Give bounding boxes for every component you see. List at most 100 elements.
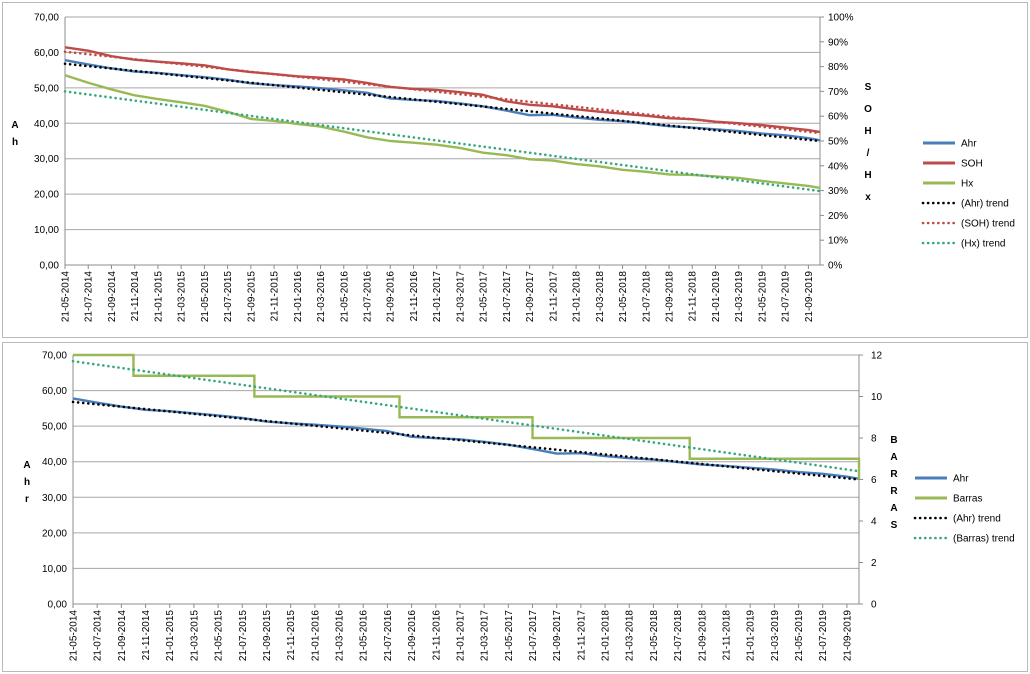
y-axis-title-letter: h — [24, 477, 30, 488]
x-tick-label: 21-03-2018 — [595, 271, 606, 323]
x-tick-label: 21-11-2018 — [721, 610, 732, 661]
legend-entry-label: (Hx) trend — [961, 239, 1005, 250]
y2-tick-label: 10 — [871, 392, 883, 403]
y2-axis-title-letter: / — [867, 148, 870, 159]
x-tick-label: 21-07-2019 — [818, 610, 829, 662]
x-tick-label: 21-05-2018 — [618, 271, 629, 323]
legend-entry-label: (Ahr) trend — [961, 199, 1009, 210]
legend-entry-label: (SOH) trend — [961, 219, 1015, 230]
y-axis-title-letter: A — [23, 460, 30, 471]
x-tick-label: 21-11-2017 — [576, 610, 587, 661]
y2-axis-title-letter: R — [890, 486, 898, 497]
x-tick-label: 21-09-2015 — [246, 271, 257, 323]
x-tick-label: 21-11-2016 — [431, 610, 442, 661]
x-tick-label: 21-03-2016 — [316, 271, 327, 323]
y2-tick-label: 70% — [828, 87, 848, 98]
y2-tick-label: 30% — [828, 186, 848, 197]
y2-tick-label: 8 — [871, 434, 877, 445]
x-tick-label: 21-07-2016 — [383, 610, 394, 662]
y2-axis-title-letter: A — [890, 503, 897, 514]
x-tick-label: 21-11-2014 — [130, 271, 141, 322]
legend-entry-label: Hx — [961, 179, 973, 190]
legend-entry-label: SOH — [961, 159, 983, 170]
x-tick-label: 21-09-2018 — [665, 271, 676, 323]
x-tick-label: 21-05-2017 — [504, 610, 515, 662]
legend-entry-label: (Barras) trend — [953, 534, 1015, 545]
x-tick-label: 21-03-2017 — [455, 271, 466, 323]
x-tick-label: 21-09-2018 — [697, 610, 708, 662]
x-tick-label: 21-07-2018 — [673, 610, 684, 662]
y2-axis-title-letter: R — [890, 469, 898, 480]
y2-axis-title-letter: A — [890, 452, 897, 463]
y2-tick-label: 12 — [871, 351, 883, 362]
x-tick-label: 21-03-2019 — [734, 271, 745, 323]
x-tick-label: 21-09-2014 — [107, 271, 118, 323]
x-tick-label: 21-01-2018 — [572, 271, 583, 323]
x-tick-label: 21-07-2015 — [223, 271, 234, 323]
y2-axis-title-letter: H — [864, 126, 871, 137]
y-tick-label: 50,00 — [42, 422, 67, 433]
x-tick-label: 21-11-2017 — [548, 271, 559, 322]
y-tick-label: 0,00 — [40, 261, 60, 272]
x-tick-label: 21-01-2018 — [601, 610, 612, 662]
x-tick-label: 21-07-2017 — [528, 610, 539, 662]
chart-bottom-svg: 0,00 10,00 20,00 30,00 40,00 50,00 60,00 70,00 0… — [23, 351, 1015, 662]
series-barras-line — [73, 353, 861, 480]
x-tick-label: 21-05-2015 — [214, 610, 225, 662]
series-hxtrend-line — [63, 90, 822, 193]
y-tick-label: 40,00 — [42, 457, 67, 468]
x-tick-label: 21-03-2018 — [625, 610, 636, 662]
y-tick-label: 60,00 — [34, 48, 59, 59]
legend-entry-label: (Ahr) trend — [953, 514, 1001, 525]
y2-tick-label: 0 — [871, 600, 877, 611]
y2-tick-label: 2 — [871, 558, 877, 569]
series-soh-line — [64, 46, 821, 134]
x-tick-label: 21-03-2019 — [770, 610, 781, 662]
y-tick-label: 20,00 — [42, 528, 67, 539]
x-tick-label: 21-09-2019 — [842, 610, 853, 662]
y2-tick-label: 4 — [871, 517, 877, 528]
chart-panel-top: 0,00 10,00 20,00 30,00 40,00 50,00 60,00 70,00 0… — [2, 2, 1028, 338]
x-tick-label: 21-01-2017 — [432, 271, 443, 323]
y2-tick-label: 6 — [871, 475, 877, 486]
x-tick-label: 21-11-2018 — [688, 271, 699, 322]
x-tick-label: 21-03-2017 — [480, 610, 491, 662]
y-tick-label: 30,00 — [34, 154, 59, 165]
x-tick-label: 21-05-2019 — [757, 271, 768, 323]
y-tick-label: 70,00 — [42, 351, 67, 362]
y2-tick-label: 100% — [828, 13, 854, 24]
y2-axis-title-letter: B — [890, 435, 897, 446]
series-sohtrend-line — [63, 50, 822, 135]
x-tick-label: 21-05-2017 — [479, 271, 490, 323]
x-tick-label: 21-11-2015 — [270, 271, 281, 322]
y-tick-label: 0,00 — [48, 600, 68, 611]
y-axis-title-letter: r — [25, 494, 29, 505]
y2-axis-title-letter: S — [865, 82, 872, 93]
x-tick-label: 21-03-2016 — [335, 610, 346, 662]
x-tick-label: 21-09-2015 — [262, 610, 273, 662]
x-tick-label: 21-05-2016 — [339, 271, 350, 323]
y2-axis-title-letter: O — [864, 104, 872, 115]
y2-axis-title-letter: H — [864, 170, 871, 181]
y2-tick-label: 50% — [828, 137, 848, 148]
y2-tick-label: 80% — [828, 62, 848, 73]
x-tick-label: 21-05-2016 — [359, 610, 370, 662]
series-ahrtrend-line — [63, 62, 822, 143]
y2-tick-label: 20% — [828, 211, 848, 222]
x-tick-label: 21-01-2016 — [310, 610, 321, 662]
series-ahr-line — [72, 397, 860, 480]
series-hx-line — [64, 74, 821, 190]
x-tick-label: 21-07-2014 — [84, 271, 95, 323]
x-tick-label: 21-03-2015 — [177, 271, 188, 323]
x-tick-label: 21-05-2015 — [200, 271, 211, 323]
x-tick-label: 21-09-2016 — [386, 271, 397, 323]
x-tick-label: 21-05-2018 — [649, 610, 660, 662]
y-axis-title-letter: h — [12, 137, 18, 148]
x-tick-label: 21-01-2015 — [165, 610, 176, 662]
y-tick-label: 10,00 — [42, 564, 67, 575]
x-tick-label: 21-07-2015 — [238, 610, 249, 662]
x-tick-label: 21-07-2017 — [502, 271, 513, 323]
y-tick-label: 50,00 — [34, 83, 59, 94]
y-tick-label: 20,00 — [34, 190, 59, 201]
legend-entry-label: Ahr — [953, 474, 969, 485]
